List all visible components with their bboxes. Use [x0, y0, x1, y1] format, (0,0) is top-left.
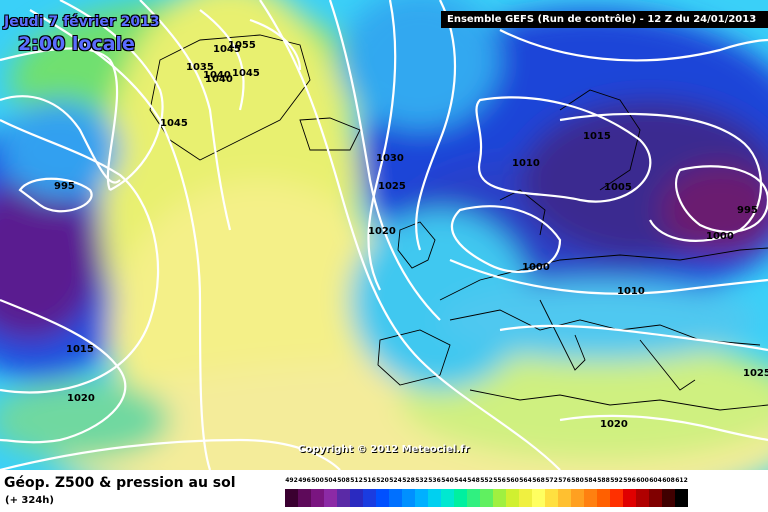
legend-value: 508 [337, 477, 350, 484]
legend-labels: 492 496 500 504 508 512 516 520 524 528 532 536 540 5… [285, 477, 688, 487]
isobar-label: 1020 [600, 419, 628, 430]
legend-value: 604 [649, 477, 662, 484]
forecast-date: Jeudi 7 février 2013 [4, 14, 160, 30]
legend-swatch [493, 489, 506, 507]
legend-value: 588 [597, 477, 610, 484]
legend-value: 580 [571, 477, 584, 484]
isobar-label: 1015 [583, 131, 611, 142]
legend-swatch [428, 489, 441, 507]
legend-swatch [402, 489, 415, 507]
legend-swatch [584, 489, 597, 507]
legend-swatch [675, 489, 688, 507]
legend-swatch [519, 489, 532, 507]
legend-value: 536 [428, 477, 441, 484]
isobar-label: 995 [737, 205, 758, 216]
isobar-label: 1015 [66, 344, 94, 355]
legend-value: 516 [363, 477, 376, 484]
legend-value: 504 [324, 477, 337, 484]
legend-swatch [610, 489, 623, 507]
isobar-label: 1005 [604, 182, 632, 193]
z500-field [0, 0, 768, 470]
isobar-label: 1010 [512, 158, 540, 169]
legend-value: 500 [311, 477, 324, 484]
legend-value: 568 [532, 477, 545, 484]
legend-swatch [649, 489, 662, 507]
legend-value: 548 [467, 477, 480, 484]
legend-swatch [285, 489, 298, 507]
legend-swatch [363, 489, 376, 507]
legend-value: 544 [454, 477, 467, 484]
legend-value: 524 [389, 477, 402, 484]
legend-swatch [441, 489, 454, 507]
pressure-map: 1055 1045 1040 1035 1040 1045 1045 1030 … [0, 0, 768, 470]
map-title: Géop. Z500 & pression au sol [4, 475, 236, 491]
legend-swatch [532, 489, 545, 507]
legend-swatch [636, 489, 649, 507]
legend-swatch [454, 489, 467, 507]
forecast-lead-time: (+ 324h) [5, 495, 54, 506]
isobar-label: 1040 [203, 70, 231, 81]
isobar-label: 1035 [186, 62, 214, 73]
isobar-label: 1055 [228, 40, 256, 51]
legend-value: 596 [623, 477, 636, 484]
legend-value: 528 [402, 477, 415, 484]
isobar-label: 1045 [232, 68, 260, 79]
legend-swatch [467, 489, 480, 507]
isobar-label: 1045 [160, 118, 188, 129]
isobar-label: 1000 [522, 262, 550, 273]
isobar-labels: 1055 1045 1040 1035 1040 1045 1045 1030 … [54, 40, 768, 430]
legend-value: 608 [662, 477, 675, 484]
legend-value: 612 [675, 477, 688, 484]
legend-swatch [558, 489, 571, 507]
isobar-label: 995 [54, 181, 75, 192]
copyright: Copyright © 2012 Meteociel.fr [298, 444, 470, 455]
isobar-label: 1020 [368, 226, 396, 237]
legend-swatch [324, 489, 337, 507]
isobar-label: 1040 [205, 74, 233, 85]
legend-value: 600 [636, 477, 649, 484]
isobar-label: 1020 [67, 393, 95, 404]
legend-value: 564 [519, 477, 532, 484]
color-legend: 492 496 500 504 508 512 516 520 524 528 532 536 540 5… [285, 477, 688, 507]
legend-swatch [545, 489, 558, 507]
isobar-label: 1030 [376, 153, 404, 164]
forecast-time: 2:00 locale [18, 33, 135, 55]
legend-swatch [597, 489, 610, 507]
isobar-label: 1010 [617, 286, 645, 297]
isobar-label: 1025 [378, 181, 406, 192]
isobars [0, 0, 768, 470]
legend-swatch [480, 489, 493, 507]
legend-value: 520 [376, 477, 389, 484]
isobar-label: 1025 [743, 368, 768, 379]
legend-swatches [285, 489, 688, 507]
legend-swatch [376, 489, 389, 507]
legend-value: 592 [610, 477, 623, 484]
legend-swatch [298, 489, 311, 507]
legend-swatch [662, 489, 675, 507]
legend-value: 560 [506, 477, 519, 484]
legend-value: 512 [350, 477, 363, 484]
legend-value: 576 [558, 477, 571, 484]
legend-swatch [337, 489, 350, 507]
legend-swatch [623, 489, 636, 507]
legend-swatch [571, 489, 584, 507]
model-info: Ensemble GEFS (Run de contrôle) - 12 Z d… [441, 11, 768, 28]
legend-value: 496 [298, 477, 311, 484]
isobar-label: 1000 [706, 231, 734, 242]
isobar-label: 1045 [213, 44, 241, 55]
legend-value: 552 [480, 477, 493, 484]
legend-swatch [311, 489, 324, 507]
legend-value: 540 [441, 477, 454, 484]
legend-value: 584 [584, 477, 597, 484]
legend-value: 492 [285, 477, 298, 484]
legend-swatch [415, 489, 428, 507]
legend-value: 572 [545, 477, 558, 484]
legend-value: 532 [415, 477, 428, 484]
legend-swatch [350, 489, 363, 507]
legend-value: 556 [493, 477, 506, 484]
legend-swatch [389, 489, 402, 507]
legend-swatch [506, 489, 519, 507]
